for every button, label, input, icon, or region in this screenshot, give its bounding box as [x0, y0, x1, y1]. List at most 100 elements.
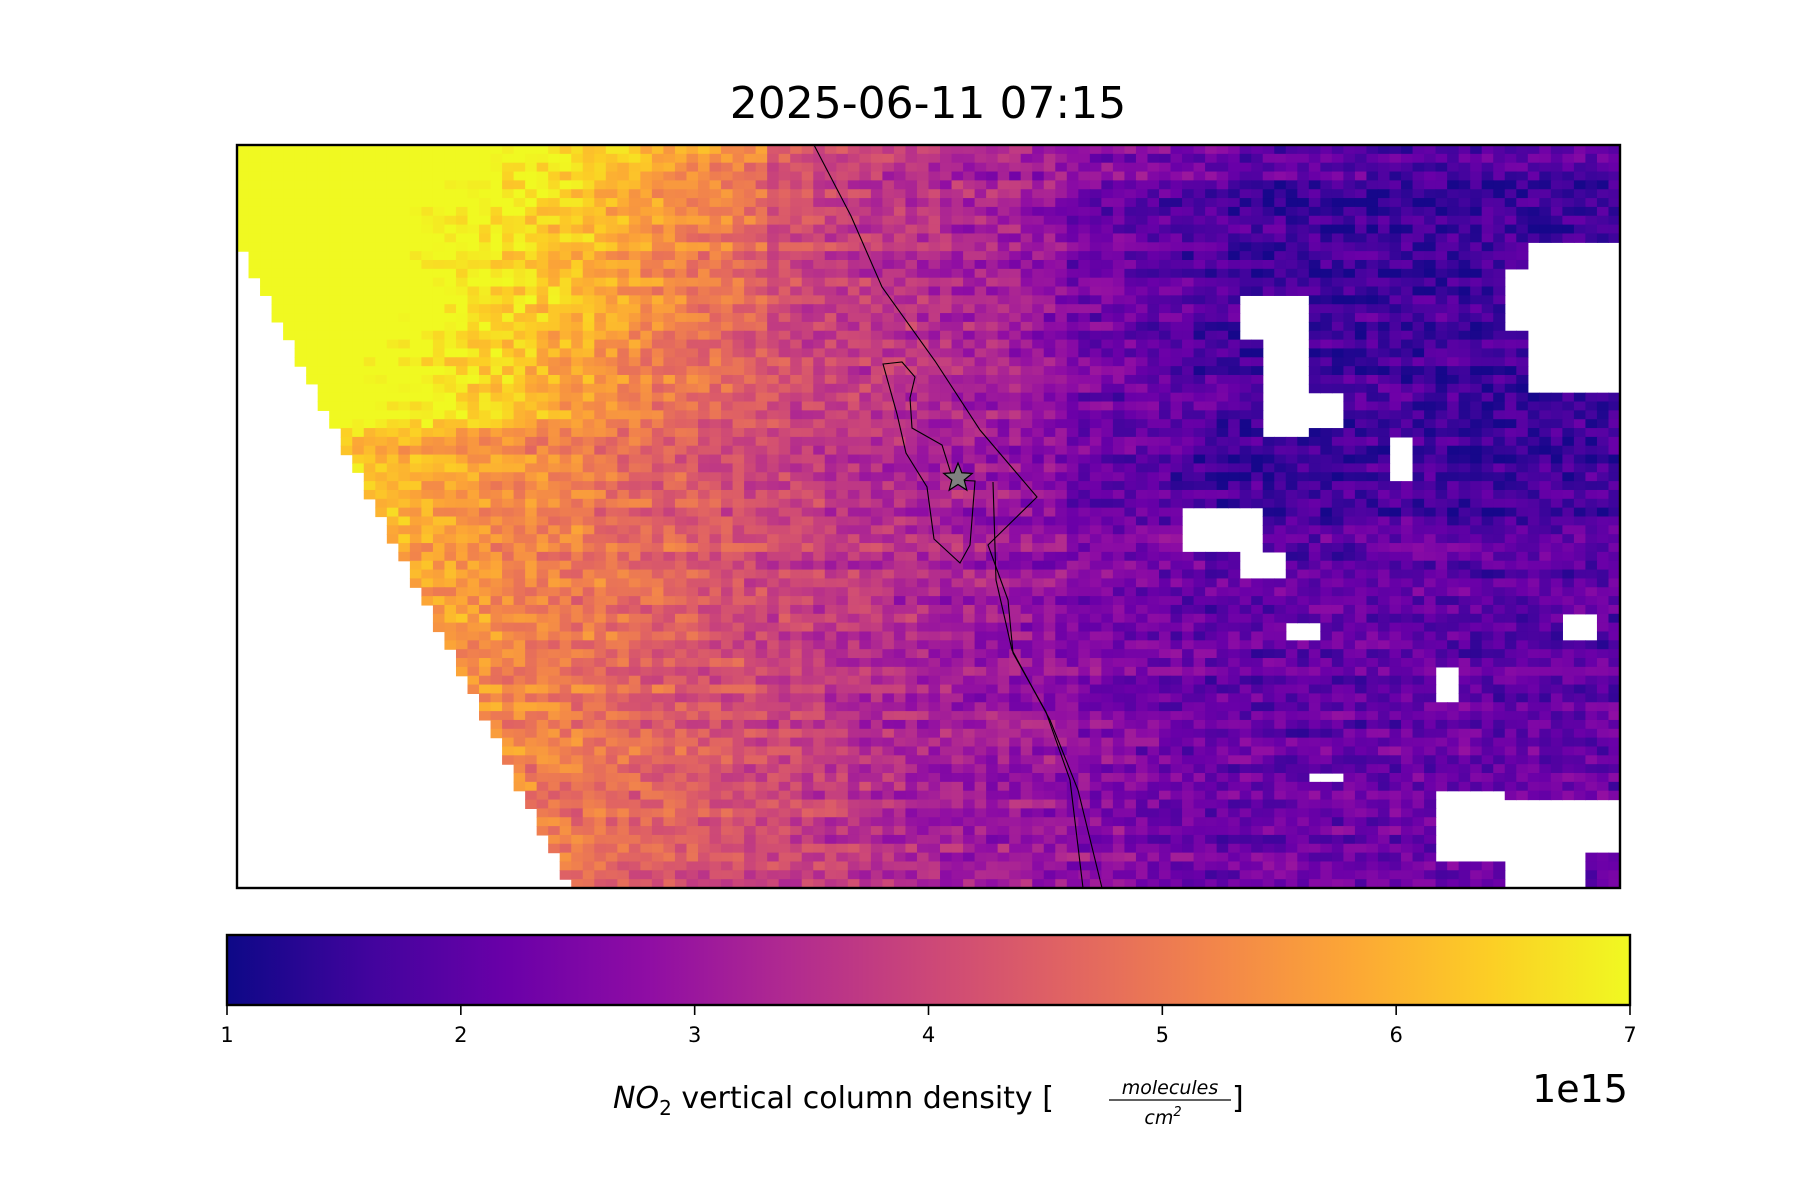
- heatmap-cell: [1228, 189, 1241, 199]
- heatmap-cell: [732, 259, 745, 270]
- heatmap-cell: [467, 534, 480, 544]
- heatmap-cell: [421, 516, 434, 526]
- heatmap-cell: [721, 242, 734, 252]
- heatmap-cell: [755, 392, 768, 403]
- heatmap-cell: [1147, 374, 1160, 385]
- heatmap-cell: [698, 339, 711, 350]
- heatmap-cell: [905, 445, 918, 456]
- heatmap-cell: [1159, 507, 1172, 518]
- heatmap-cell: [1101, 224, 1114, 235]
- heatmap-cell: [432, 498, 446, 509]
- heatmap-cell: [801, 321, 814, 332]
- heatmap-cell: [905, 383, 918, 394]
- heatmap-cell: [893, 277, 907, 288]
- heatmap-cell: [375, 313, 388, 323]
- heatmap-cell: [317, 330, 330, 341]
- heatmap-cell: [1170, 445, 1183, 456]
- heatmap-cell: [352, 304, 365, 314]
- heatmap-cell: [1009, 436, 1022, 447]
- heatmap-cell: [997, 171, 1010, 181]
- heatmap-cell: [1493, 401, 1506, 411]
- heatmap-cell: [1089, 374, 1102, 385]
- heatmap-cell: [1228, 339, 1241, 350]
- heatmap-cell: [1562, 428, 1575, 438]
- heatmap-cell: [467, 454, 480, 465]
- heatmap-cell: [1297, 171, 1310, 181]
- heatmap-cell: [674, 401, 688, 411]
- heatmap-cell: [640, 374, 653, 385]
- heatmap-cell: [640, 180, 653, 190]
- heatmap-cell: [1435, 321, 1448, 332]
- heatmap-cell: [1032, 224, 1045, 235]
- heatmap-cell: [1596, 428, 1610, 438]
- heatmap-cell: [1424, 366, 1437, 376]
- heatmap-cell: [974, 401, 987, 411]
- heatmap-cell: [432, 304, 446, 314]
- heatmap-cell: [859, 436, 872, 447]
- heatmap-cell: [1205, 392, 1218, 403]
- heatmap-cell: [813, 472, 826, 482]
- heatmap-cell: [525, 313, 538, 323]
- heatmap-cell: [455, 507, 469, 518]
- heatmap-cell: [640, 401, 653, 411]
- heatmap-cell: [916, 383, 930, 394]
- heatmap-cell: [479, 180, 492, 190]
- heatmap-cell: [1608, 392, 1620, 403]
- heatmap-cell: [1343, 180, 1356, 190]
- heatmap-cell: [732, 198, 745, 208]
- heatmap-cell: [398, 153, 411, 164]
- heatmap-cell: [409, 498, 423, 509]
- heatmap-cell: [755, 472, 768, 482]
- heatmap-cell: [905, 145, 918, 155]
- heatmap-cell: [1078, 428, 1091, 438]
- heatmap-cell: [548, 321, 561, 332]
- heatmap-cell: [375, 206, 388, 217]
- heatmap-cell: [1435, 348, 1448, 358]
- heatmap-cell: [467, 171, 480, 181]
- heatmap-cell: [986, 357, 999, 367]
- heatmap-cell: [479, 401, 492, 411]
- heatmap-cell: [513, 180, 526, 190]
- heatmap-cell: [1089, 525, 1102, 535]
- heatmap-cell: [847, 489, 860, 500]
- heatmap-cell: [548, 171, 561, 181]
- heatmap-cell: [916, 304, 930, 314]
- heatmap-cell: [963, 525, 976, 535]
- heatmap-cell: [1216, 436, 1229, 447]
- heatmap-cell: [1216, 463, 1229, 473]
- heatmap-cell: [1401, 498, 1414, 509]
- heatmap-cell: [813, 410, 826, 420]
- heatmap-cell: [813, 516, 826, 526]
- heatmap-cell: [1354, 454, 1368, 465]
- heatmap-cell: [951, 410, 964, 420]
- heatmap-cell: [1412, 463, 1425, 473]
- heatmap-cell: [1412, 507, 1425, 518]
- heatmap-cell: [386, 401, 399, 411]
- heatmap-cell: [271, 224, 284, 235]
- heatmap-cell: [813, 162, 826, 173]
- heatmap-cell: [294, 268, 307, 279]
- heatmap-cell: [571, 463, 584, 473]
- heatmap-cell: [1389, 489, 1402, 500]
- heatmap-cell: [1112, 454, 1126, 465]
- heatmap-cell: [1585, 233, 1598, 243]
- heatmap-cell: [893, 180, 907, 190]
- heatmap-cell: [467, 436, 480, 447]
- heatmap-cell: [698, 171, 711, 181]
- heatmap-cell: [986, 366, 999, 376]
- heatmap-cell: [1539, 198, 1552, 208]
- heatmap-cell: [1239, 383, 1252, 394]
- heatmap-cell: [432, 162, 446, 173]
- heatmap-cell: [1435, 224, 1448, 235]
- heatmap-cell: [582, 401, 595, 411]
- heatmap-cell: [1424, 268, 1437, 279]
- heatmap-cell: [1078, 268, 1091, 279]
- heatmap-cell: [1377, 543, 1391, 553]
- heatmap-cell: [1412, 472, 1425, 482]
- heatmap-cell: [732, 498, 745, 509]
- heatmap-cell: [801, 489, 814, 500]
- heatmap-cell: [490, 428, 503, 438]
- heatmap-cell: [628, 251, 641, 261]
- heatmap-cell: [617, 304, 630, 314]
- heatmap-cell: [1481, 436, 1494, 447]
